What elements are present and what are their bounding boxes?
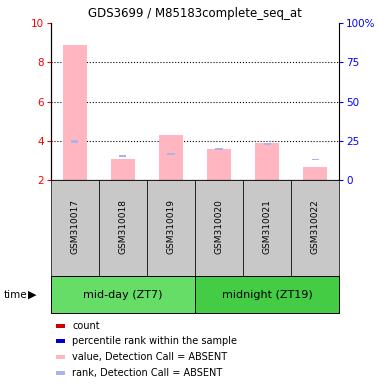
Text: GSM310018: GSM310018 [118,199,128,254]
Bar [71,140,78,143]
Bar [195,276,339,313]
Text: time: time [4,290,28,300]
Text: rank, Detection Call = ABSENT: rank, Detection Call = ABSENT [73,368,223,378]
Bar [303,167,327,180]
Text: count: count [73,321,100,331]
Bar [99,180,147,276]
Bar [167,153,175,155]
Bar [57,324,65,328]
Bar [57,339,65,343]
Bar [57,371,65,375]
Bar [291,180,339,276]
Bar [215,148,223,150]
Bar [63,45,87,180]
Text: ▶: ▶ [28,290,37,300]
Bar [195,180,243,276]
Text: mid-day (ZT7): mid-day (ZT7) [83,290,163,300]
Bar [255,143,279,180]
Bar [312,159,319,161]
Bar [119,155,126,157]
Bar [207,149,231,180]
Text: GSM310020: GSM310020 [215,199,223,254]
Bar [111,159,135,180]
Title: GDS3699 / M85183complete_seq_at: GDS3699 / M85183complete_seq_at [88,7,302,20]
Bar [147,180,195,276]
Text: value, Detection Call = ABSENT: value, Detection Call = ABSENT [73,352,227,362]
Bar [243,180,291,276]
Text: GSM310017: GSM310017 [70,199,79,254]
Text: GSM310022: GSM310022 [311,199,320,254]
Bar [264,143,271,145]
Bar [51,180,99,276]
Text: midnight (ZT19): midnight (ZT19) [222,290,312,300]
Text: percentile rank within the sample: percentile rank within the sample [73,336,238,346]
Text: GSM310019: GSM310019 [167,199,176,254]
Text: GSM310021: GSM310021 [262,199,272,254]
Bar [51,276,195,313]
Bar [159,135,183,180]
Bar [57,355,65,359]
